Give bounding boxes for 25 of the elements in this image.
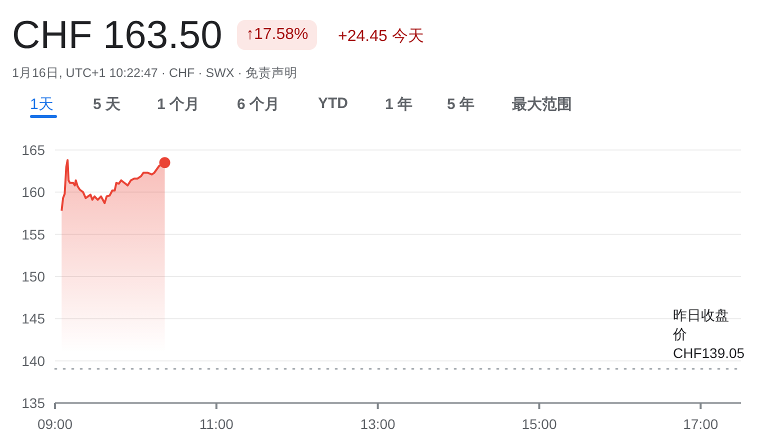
ref-line-label: 昨日收盘价CHF139.05 xyxy=(673,306,745,363)
y-tick-label: 155 xyxy=(22,226,46,242)
x-tick-label: 09:00 xyxy=(37,416,73,432)
x-tick-label: 17:00 xyxy=(683,416,718,432)
text: YTD xyxy=(318,95,348,112)
y-tick-label: 145 xyxy=(22,310,46,327)
text: 5 年 xyxy=(447,95,475,114)
y-tick-label: 135 xyxy=(22,395,46,411)
text: 1 个月 xyxy=(157,95,200,114)
chart-subtitle: 1月16日, UTC+1 10:22:47 · CHF · SWX · 免责声明 xyxy=(12,65,298,82)
text: 6 个月 xyxy=(237,95,280,114)
chart-title: CHF 163.50 xyxy=(12,14,222,58)
y-tick-label: 150 xyxy=(22,268,46,284)
x-tick-label: 11:00 xyxy=(199,416,234,432)
y-tick-label: 160 xyxy=(22,184,46,200)
text: 最大范围 xyxy=(512,95,572,114)
text: 5 天 xyxy=(93,95,121,114)
text: 1天 xyxy=(30,95,54,114)
y-tick-label: 140 xyxy=(22,352,46,369)
x-tick-label: 13:00 xyxy=(360,416,396,432)
y-tick-label: 165 xyxy=(22,142,46,158)
x-tick-label: 15:00 xyxy=(522,416,557,432)
text: 1 年 xyxy=(385,95,413,114)
text: +24.45 今天 xyxy=(338,27,424,47)
text: ↑17.58% xyxy=(237,20,318,50)
